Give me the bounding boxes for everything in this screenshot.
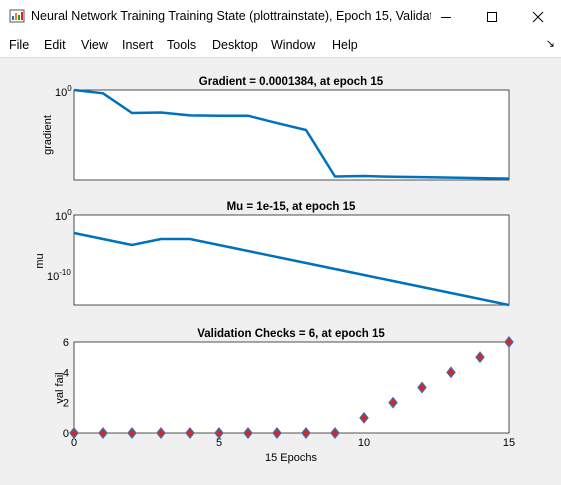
- val-ylabel: val fail: [54, 372, 66, 403]
- val-fail-marker: [417, 381, 427, 394]
- val-fail-marker: [243, 427, 253, 439]
- gradient-ytick-base: 10: [55, 87, 67, 99]
- val-axes: [73, 341, 510, 434]
- mu-ytick-label-mid: 10-10: [47, 268, 71, 283]
- menu-window[interactable]: Window: [271, 38, 316, 52]
- mu-ytick-top-exp: 0: [67, 208, 72, 217]
- gradient-axes: [73, 89, 510, 181]
- val-title: Validation Checks = 6, at epoch 15: [197, 328, 385, 340]
- val-xtick-label: 0: [71, 437, 77, 449]
- menu-file[interactable]: File: [9, 38, 30, 52]
- figure-canvas: Gradient = 0.0001384, at epoch 15 gradie…: [0, 58, 561, 480]
- mu-series-line: [73, 231, 510, 307]
- val-xtick-label: 5: [216, 437, 222, 449]
- close-icon: [532, 11, 544, 22]
- val-ytick-label: 6: [63, 337, 69, 349]
- val-fail-marker: [185, 427, 195, 439]
- val-fail-marker: [504, 336, 514, 348]
- gradient-panel: Gradient = 0.0001384, at epoch 15 gradie…: [42, 76, 510, 181]
- minimize-icon: [441, 16, 451, 18]
- val-xtick-label: 10: [358, 437, 370, 449]
- val-fail-marker: [98, 427, 108, 439]
- mu-panel: Mu = 1e-15, at epoch 15 mu 100 10-10: [34, 201, 510, 307]
- menu-tools[interactable]: Tools: [167, 38, 197, 52]
- mu-ytick-mid-exp: -10: [59, 268, 71, 277]
- maximize-button[interactable]: [469, 0, 515, 33]
- val-fail-marker: [69, 427, 79, 439]
- val-fail-marker: [330, 427, 340, 439]
- val-ytick-label: 0: [63, 428, 69, 440]
- menu-insert[interactable]: Insert: [122, 38, 154, 52]
- val-fail-marker: [127, 427, 137, 439]
- menu-bar: File Edit View Insert Tools Desktop Wind…: [0, 33, 561, 58]
- mu-ylabel: mu: [34, 253, 46, 268]
- menu-edit[interactable]: Edit: [44, 38, 66, 52]
- mu-title: Mu = 1e-15, at epoch 15: [227, 201, 356, 213]
- matlab-figure-icon: [9, 9, 25, 23]
- gradient-ylabel: gradient: [42, 115, 54, 155]
- menu-help[interactable]: Help: [332, 38, 358, 52]
- window-title: Neural Network Training Training State (…: [31, 9, 431, 23]
- val-panel: Validation Checks = 6, at epoch 15 val f…: [54, 328, 515, 464]
- val-fail-marker: [475, 351, 485, 364]
- gradient-ytick-label: 100: [55, 84, 72, 99]
- menu-desktop[interactable]: Desktop: [212, 38, 258, 52]
- val-fail-marker: [446, 366, 456, 379]
- training-state-plots: Gradient = 0.0001384, at epoch 15 gradie…: [34, 76, 515, 464]
- val-fail-marker: [272, 427, 282, 439]
- val-xtick-label: 15: [503, 437, 515, 449]
- gradient-series-line: [73, 88, 510, 180]
- dock-arrow-icon[interactable]: ↘: [545, 38, 555, 50]
- val-fail-marker: [214, 427, 224, 439]
- close-button[interactable]: [515, 0, 561, 33]
- val-xlabel: 15 Epochs: [265, 452, 317, 464]
- val-fail-marker: [301, 427, 311, 439]
- title-bar: Neural Network Training Training State (…: [0, 0, 561, 34]
- maximize-icon: [487, 11, 497, 22]
- val-ytick-label: 4: [63, 367, 69, 379]
- minimize-button[interactable]: [423, 0, 469, 33]
- val-ytick-label: 2: [63, 398, 69, 410]
- mu-ytick-mid-base: 10: [47, 271, 59, 283]
- menu-view[interactable]: View: [81, 38, 108, 52]
- val-fail-marker: [156, 427, 166, 439]
- gradient-title: Gradient = 0.0001384, at epoch 15: [199, 76, 384, 88]
- val-fail-marker: [388, 396, 398, 409]
- val-fail-marker: [359, 411, 369, 424]
- mu-ytick-label-top: 100: [55, 208, 72, 223]
- mu-ytick-top-base: 10: [55, 211, 67, 223]
- gradient-ytick-exp: 0: [67, 84, 72, 93]
